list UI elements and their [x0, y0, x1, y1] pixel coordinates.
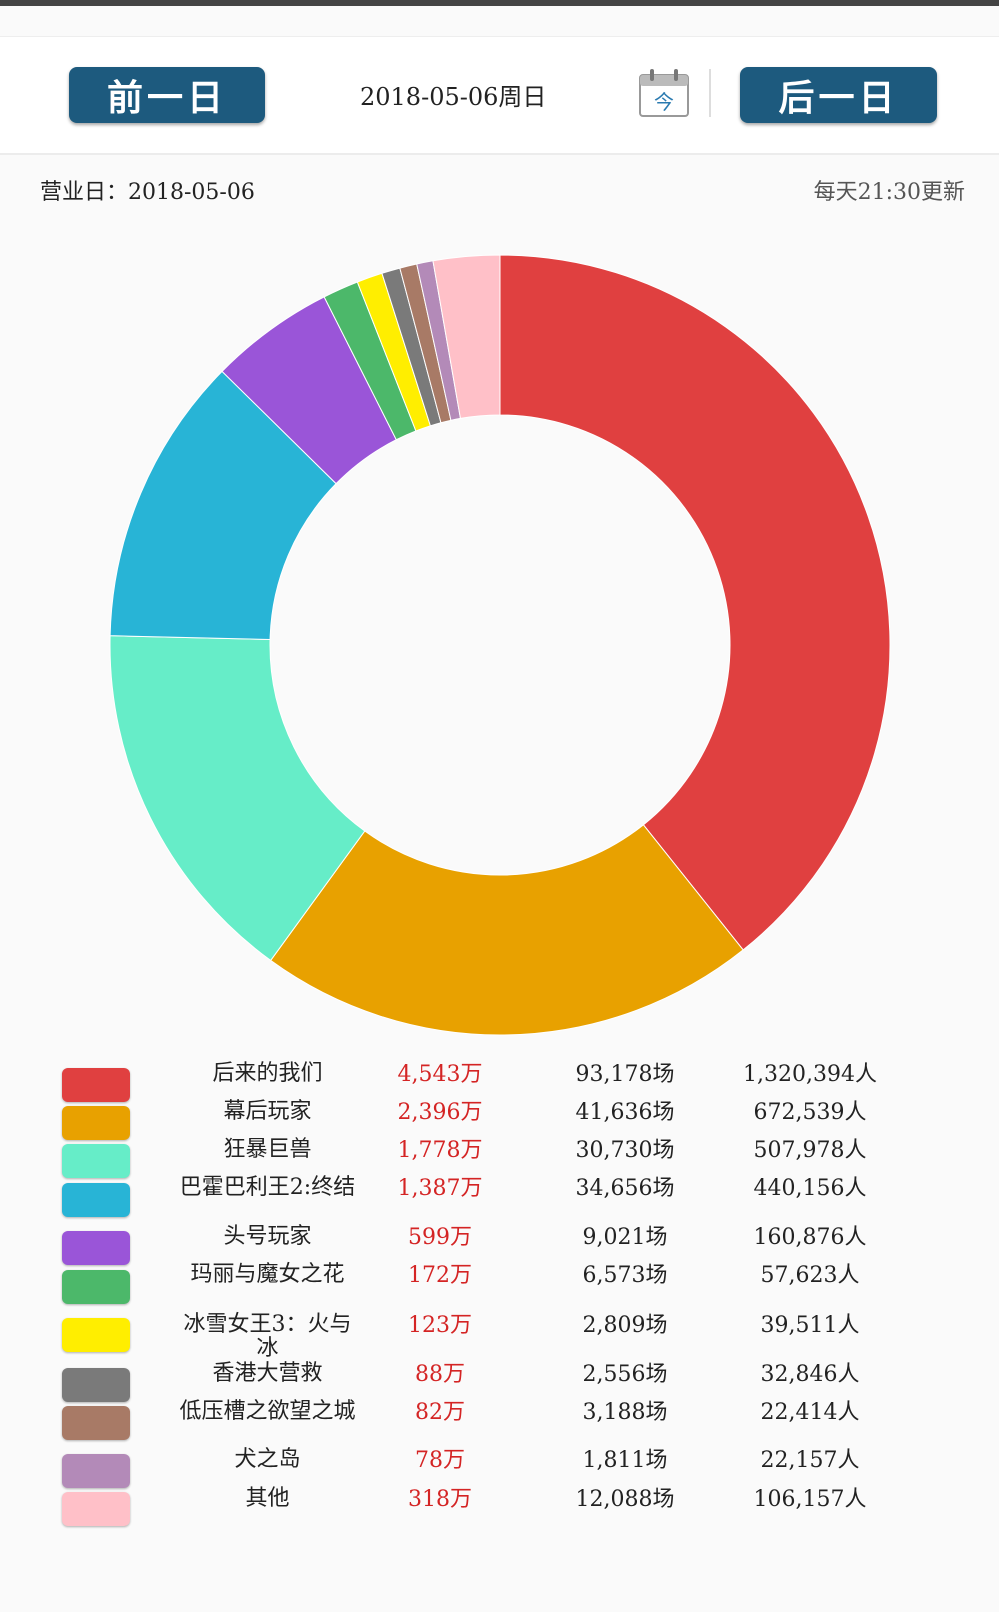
legend-swatch	[62, 1106, 130, 1140]
table-row[interactable]: 犬之岛 78万 1,811场 22,157人	[0, 1448, 999, 1478]
table-row[interactable]: 巴霍巴利王2:终结 1,387万 34,656场 440,156人	[0, 1176, 999, 1206]
current-date: 2018-05-06周日	[360, 83, 547, 111]
table-row[interactable]: 狂暴巨兽 1,778万 30,730场 507,978人	[0, 1138, 999, 1168]
legend-swatch	[62, 1318, 130, 1352]
box-office: 2,396万	[397, 1100, 483, 1125]
box-office: 82万	[415, 1400, 465, 1425]
box-office: 123万	[408, 1313, 472, 1338]
movie-name: 冰雪女王3：火与冰	[183, 1312, 352, 1361]
table-row[interactable]: 幕后玩家 2,396万 41,636场 672,539人	[0, 1100, 999, 1130]
legend-swatch	[62, 1231, 130, 1265]
show-count: 93,178场	[575, 1062, 675, 1087]
audience-count: 22,414人	[760, 1400, 860, 1425]
box-office-donut-chart	[109, 254, 891, 1036]
legend-swatch	[62, 1270, 130, 1304]
audience-count: 32,846人	[760, 1362, 860, 1387]
table-row[interactable]: 头号玩家 599万 9,021场 160,876人	[0, 1225, 999, 1255]
audience-count: 1,320,394人	[743, 1062, 877, 1087]
calendar-icon[interactable]: 今	[637, 67, 691, 119]
table-row[interactable]: 冰雪女王3：火与冰 123万 2,809场 39,511人	[0, 1313, 999, 1361]
box-office: 88万	[415, 1362, 465, 1387]
movie-name: 玛丽与魔女之花	[190, 1262, 345, 1287]
business-day-label: 营业日：2018-05-06	[40, 180, 255, 205]
movie-name: 巴霍巴利王2:终结	[179, 1175, 356, 1200]
show-count: 2,809场	[582, 1313, 668, 1338]
movie-name: 其他	[245, 1486, 290, 1511]
audience-count: 672,539人	[753, 1100, 867, 1125]
audience-count: 57,623人	[760, 1263, 860, 1288]
divider	[709, 69, 711, 117]
table-row[interactable]: 香港大营救 88万 2,556场 32,846人	[0, 1362, 999, 1392]
show-count: 2,556场	[582, 1362, 668, 1387]
movie-name: 后来的我们	[212, 1061, 323, 1086]
box-office: 172万	[408, 1263, 472, 1288]
audience-count: 39,511人	[760, 1313, 860, 1338]
next-day-button[interactable]: 后一日	[740, 67, 937, 123]
show-count: 3,188场	[582, 1400, 668, 1425]
donut-slice-0[interactable]	[499, 254, 891, 951]
movie-name: 犬之岛	[234, 1447, 301, 1472]
prev-day-button[interactable]: 前一日	[69, 67, 265, 123]
table-row[interactable]: 玛丽与魔女之花 172万 6,573场 57,623人	[0, 1263, 999, 1293]
audience-count: 106,157人	[753, 1487, 867, 1512]
legend-swatch	[62, 1492, 130, 1526]
show-count: 1,811场	[582, 1448, 668, 1473]
date-nav-bar: 前一日 2018-05-06周日 今 后一日	[0, 36, 999, 155]
top-status-strip	[0, 0, 999, 6]
movie-name: 香港大营救	[212, 1361, 323, 1386]
box-office: 4,543万	[397, 1062, 483, 1087]
show-count: 34,656场	[575, 1176, 675, 1201]
show-count: 9,021场	[582, 1225, 668, 1250]
donut-slice-2[interactable]	[109, 635, 366, 962]
movie-name: 狂暴巨兽	[223, 1137, 312, 1162]
donut-slice-1[interactable]	[269, 824, 744, 1036]
table-row[interactable]: 后来的我们 4,543万 93,178场 1,320,394人	[0, 1062, 999, 1092]
legend-swatch	[62, 1068, 130, 1102]
box-office: 1,778万	[397, 1138, 483, 1163]
box-office: 78万	[415, 1448, 465, 1473]
show-count: 41,636场	[575, 1100, 675, 1125]
movie-name: 低压槽之欲望之城	[179, 1399, 356, 1424]
table-row[interactable]: 其他 318万 12,088场 106,157人	[0, 1487, 999, 1517]
movie-name: 幕后玩家	[223, 1099, 312, 1124]
legend-swatch	[62, 1454, 130, 1488]
audience-count: 440,156人	[753, 1176, 867, 1201]
legend-swatch	[62, 1368, 130, 1402]
audience-count: 22,157人	[760, 1448, 860, 1473]
donut-slice-10[interactable]	[432, 254, 501, 420]
table-row[interactable]: 低压槽之欲望之城 82万 3,188场 22,414人	[0, 1400, 999, 1430]
legend-swatch	[62, 1183, 130, 1217]
show-count: 12,088场	[575, 1487, 675, 1512]
audience-count: 160,876人	[753, 1225, 867, 1250]
box-office: 1,387万	[397, 1176, 483, 1201]
update-note: 每天21:30更新	[813, 180, 965, 205]
box-office: 599万	[408, 1225, 472, 1250]
show-count: 30,730场	[575, 1138, 675, 1163]
audience-count: 507,978人	[753, 1138, 867, 1163]
calendar-today-label: 今	[654, 90, 674, 114]
box-office: 318万	[408, 1487, 472, 1512]
movie-name: 头号玩家	[223, 1224, 312, 1249]
legend-swatch	[62, 1406, 130, 1440]
show-count: 6,573场	[582, 1263, 668, 1288]
legend-swatch	[62, 1144, 130, 1178]
